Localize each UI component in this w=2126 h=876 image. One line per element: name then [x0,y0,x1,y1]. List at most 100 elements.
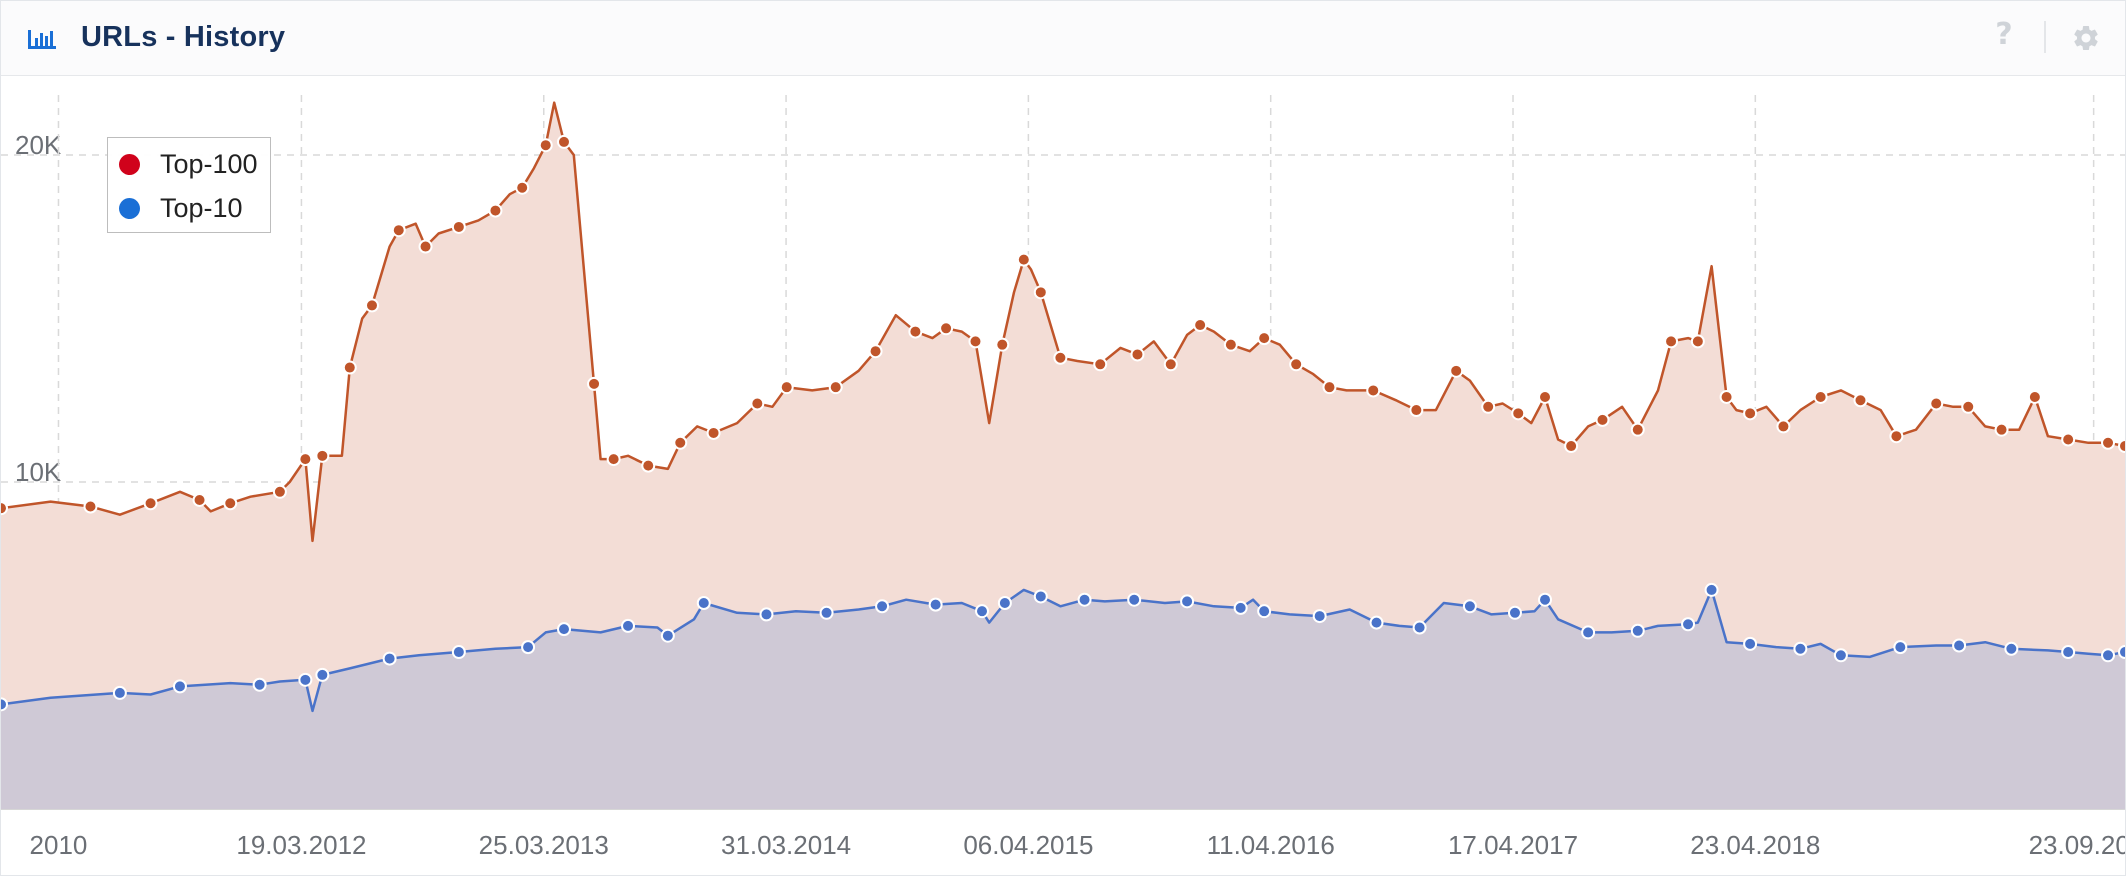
point-top-10 [1630,623,1645,638]
x-tick-label: 23.04.2018 [1690,830,1820,860]
point-top-100 [488,203,503,218]
point-top-100 [143,496,158,511]
point-top-100 [1130,347,1145,362]
point-top-100 [1853,393,1868,408]
point-top-100 [673,435,688,450]
point-top-100 [1690,334,1705,349]
point-top-10 [660,628,675,643]
point-top-10 [1233,600,1248,615]
point-top-100 [364,298,379,313]
point-top-10 [1312,609,1327,624]
legend-label-top-10: Top-10 [160,193,243,223]
legend-marker-top-10 [119,198,140,219]
point-top-10 [451,645,466,660]
point-top-10 [557,622,572,637]
point-top-10 [1462,599,1477,614]
point-top-100 [641,458,656,473]
point-top-100 [192,492,207,507]
x-tick-label: 25.03.2013 [479,830,609,860]
point-top-100 [2101,435,2116,450]
point-top-100 [1994,422,2009,437]
point-top-100 [2118,439,2125,454]
point-top-10 [997,595,1012,610]
point-top-10 [928,597,943,612]
point-top-100 [995,337,1010,352]
point-top-10 [2118,645,2125,660]
point-top-10 [1538,592,1553,607]
header-divider [2044,21,2046,53]
y-tick-label: 10K [15,457,62,487]
y-tick-label: 20K [15,130,62,160]
point-top-100 [272,484,287,499]
point-top-100 [451,219,466,234]
point-top-100 [1,501,8,516]
point-top-100 [968,334,983,349]
point-top-100 [1289,357,1304,372]
point-top-100 [1093,357,1108,372]
point-top-100 [515,180,530,195]
point-top-100 [750,396,765,411]
gear-icon[interactable] [2071,23,2101,53]
point-top-10 [2004,641,2019,656]
legend-item-top-10[interactable]: Top-10 [108,188,268,228]
point-top-100 [1322,380,1337,395]
point-top-100 [1538,389,1553,404]
point-top-100 [1889,429,1904,444]
point-top-100 [342,360,357,375]
point-top-100 [223,496,238,511]
point-top-10 [819,605,834,620]
chart-legend: Top-100 Top-10 [107,137,271,233]
point-top-10 [1257,604,1272,619]
point-top-100 [1929,396,1944,411]
point-top-100 [1033,285,1048,300]
point-top-10 [975,604,990,619]
point-top-10 [696,595,711,610]
help-icon[interactable]: ? [1995,17,2013,52]
point-top-100 [1163,357,1178,372]
point-top-100 [1257,331,1272,346]
point-top-10 [298,672,313,687]
point-top-10 [1681,617,1696,632]
point-top-100 [1776,419,1791,434]
point-top-100 [1961,399,1976,414]
legend-item-top-100[interactable]: Top-100 [108,144,268,184]
point-top-10 [521,640,536,655]
point-top-10 [1033,589,1048,604]
point-top-100 [779,380,794,395]
legend-label-top-100: Top-100 [160,149,258,179]
point-top-100 [828,380,843,395]
point-top-10 [1412,620,1427,635]
x-tick-label: 31.03.2014 [721,830,851,860]
point-top-100 [587,376,602,391]
point-top-10 [1077,592,1092,607]
point-top-100 [1366,383,1381,398]
point-top-100 [1016,252,1031,267]
point-top-100 [391,223,406,238]
point-top-100 [939,321,954,336]
point-top-100 [1743,406,1758,421]
point-top-100 [1630,422,1645,437]
point-top-100 [2027,389,2042,404]
x-tick-label: 17.04.2017 [1448,830,1578,860]
point-top-10 [621,618,636,633]
point-top-100 [1664,334,1679,349]
point-top-10 [875,599,890,614]
point-top-10 [382,651,397,666]
point-top-100 [2061,432,2076,447]
point-top-100 [83,499,98,514]
point-top-10 [1743,636,1758,651]
x-tick-label: 23.09.2019 [2029,830,2125,860]
point-top-10 [1180,594,1195,609]
point-top-10 [1,697,8,712]
widget-header: URLs - History ? [1,1,2125,76]
point-top-100 [298,452,313,467]
point-top-100 [908,324,923,339]
x-tick-label: 19.03.2012 [236,830,366,860]
bar-chart-icon [28,30,56,49]
point-top-100 [1193,318,1208,333]
point-top-100 [1719,389,1734,404]
point-top-100 [418,239,433,254]
point-top-100 [1409,403,1424,418]
